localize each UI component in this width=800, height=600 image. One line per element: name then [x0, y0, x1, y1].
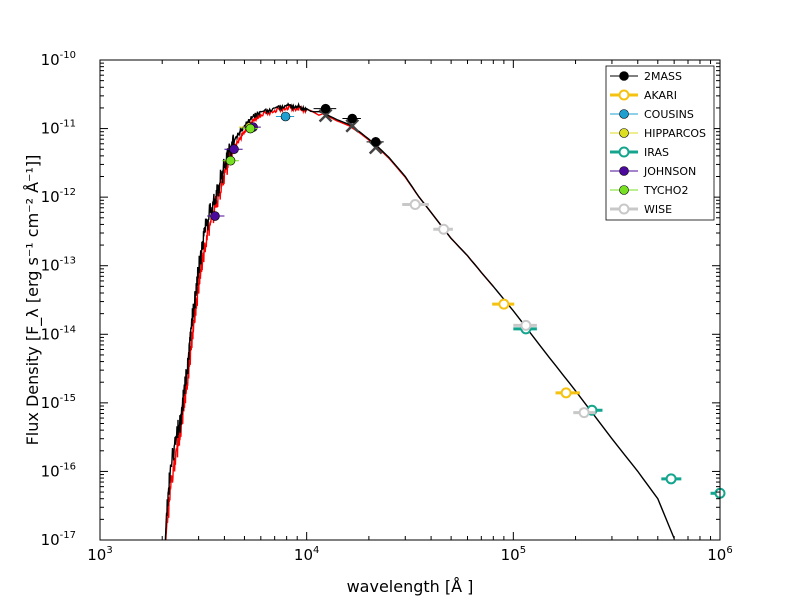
legend-marker	[618, 146, 630, 158]
model-flux-marker	[318, 108, 333, 123]
legend-label: AKARI	[644, 89, 677, 102]
data-point	[320, 103, 331, 114]
data-point	[210, 211, 220, 221]
y-tick-label: 10-16	[41, 461, 76, 480]
plot-frame	[99, 59, 721, 541]
legend-item-johnson: JOHNSON	[610, 165, 696, 178]
legend-label: IRAS	[644, 146, 669, 159]
series-akari	[492, 298, 580, 399]
legend-item-wise: WISE	[610, 203, 672, 216]
y-tick-label: 10-13	[41, 256, 76, 275]
legend-marker	[618, 89, 630, 101]
axes: 103 104 105 106 10-17 10-16 10-15 10-14 10-13 10-…	[41, 50, 733, 564]
series-cousins	[275, 111, 295, 122]
legend-item-hipparcos: HIPPARCOS	[610, 127, 706, 140]
data-point	[665, 473, 677, 485]
data-point	[520, 319, 532, 331]
model-flux-marker	[345, 118, 360, 133]
x-tick-label: 106	[707, 545, 732, 564]
legend-item-2mass: 2MASS	[610, 70, 682, 83]
legend-item-tycho2: TYCHO2	[610, 184, 688, 197]
data-point	[229, 144, 239, 155]
legend-item-iras: IRAS	[610, 146, 669, 159]
legend-item-cousins: COUSINS	[610, 108, 694, 121]
y-tick-label: 10-10	[41, 50, 76, 69]
legend-label: TYCHO2	[643, 184, 688, 197]
legend-marker	[619, 166, 629, 176]
data-point	[370, 137, 381, 147]
data-point	[347, 113, 358, 124]
data-point	[280, 111, 291, 122]
legend-marker	[618, 203, 630, 215]
x-axis-label: wavelength [Å ]	[347, 577, 474, 596]
y-tick-label: 10-14	[41, 324, 76, 343]
data-point	[578, 407, 590, 419]
legend-marker	[619, 71, 629, 81]
data-point	[225, 155, 236, 166]
data-point	[245, 123, 256, 134]
series-2mass	[313, 103, 384, 155]
data-point	[438, 223, 450, 235]
y-tick-label: 10-17	[41, 530, 76, 549]
legend-marker	[619, 185, 629, 195]
legend-label: 2MASS	[644, 70, 682, 83]
y-axis-label: Flux Density [F_λ [erg s⁻¹ cm⁻² Å⁻¹]]	[23, 155, 43, 446]
x-tick-label: 105	[501, 545, 526, 564]
x-tick-label: 104	[294, 545, 319, 564]
legend-marker	[619, 109, 629, 119]
series-tycho2	[222, 123, 258, 166]
legend-label: HIPPARCOS	[644, 127, 706, 140]
legend-label: WISE	[644, 203, 672, 216]
legend-item-akari: AKARI	[610, 89, 677, 102]
data-point	[560, 387, 572, 399]
y-tick-label: 10-15	[41, 393, 76, 412]
data-point	[409, 199, 421, 211]
legend-marker	[619, 128, 629, 138]
legend: 2MASS AKARI COUSINS HIPPARCOS IRAS JOHNSON TYC…	[605, 65, 715, 221]
series-wise	[402, 199, 596, 419]
x-tick-label: 103	[87, 545, 112, 564]
legend-label: COUSINS	[644, 108, 694, 121]
legend-label: JOHNSON	[643, 165, 696, 178]
data-points	[207, 103, 726, 499]
data-point	[498, 298, 510, 310]
y-tick-label: 10-11	[41, 119, 76, 138]
y-tick-label: 10-12	[41, 187, 76, 206]
